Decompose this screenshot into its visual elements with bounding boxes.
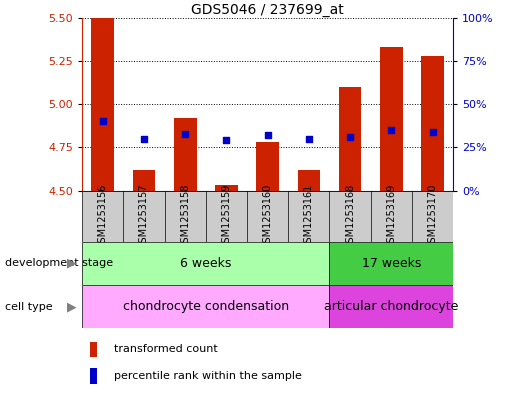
Text: chondrocyte condensation: chondrocyte condensation bbox=[123, 300, 289, 313]
Text: articular chondrocyte: articular chondrocyte bbox=[324, 300, 458, 313]
Bar bbox=[82, 285, 330, 328]
Text: 6 weeks: 6 weeks bbox=[180, 257, 232, 270]
Bar bbox=[297, 170, 320, 191]
Bar bbox=[421, 56, 444, 191]
Bar bbox=[215, 185, 238, 191]
Text: ▶: ▶ bbox=[67, 257, 77, 270]
Bar bbox=[82, 242, 330, 285]
Text: transformed count: transformed count bbox=[113, 344, 217, 354]
Text: GSM1253169: GSM1253169 bbox=[386, 184, 396, 249]
Text: GSM1253156: GSM1253156 bbox=[98, 184, 108, 249]
Text: GSM1253159: GSM1253159 bbox=[222, 184, 232, 249]
Point bbox=[181, 130, 189, 137]
Text: cell type: cell type bbox=[5, 301, 53, 312]
Bar bbox=[380, 47, 403, 191]
Text: GSM1253161: GSM1253161 bbox=[304, 184, 314, 249]
Bar bbox=[90, 342, 98, 357]
Bar bbox=[90, 368, 98, 384]
Point bbox=[387, 127, 395, 133]
Text: GSM1253160: GSM1253160 bbox=[263, 184, 272, 249]
Text: percentile rank within the sample: percentile rank within the sample bbox=[113, 371, 302, 381]
Bar bbox=[339, 87, 361, 191]
Point bbox=[428, 129, 437, 135]
Text: GSM1253157: GSM1253157 bbox=[139, 184, 149, 249]
Point bbox=[99, 118, 107, 125]
Text: GSM1253168: GSM1253168 bbox=[345, 184, 355, 249]
Text: 17 weeks: 17 weeks bbox=[361, 257, 421, 270]
Text: ▶: ▶ bbox=[67, 300, 77, 313]
Bar bbox=[330, 242, 453, 285]
Point bbox=[222, 137, 231, 143]
Bar bbox=[92, 18, 114, 191]
Text: development stage: development stage bbox=[5, 258, 113, 268]
Point bbox=[346, 134, 355, 140]
Bar bbox=[257, 142, 279, 191]
Point bbox=[263, 132, 272, 138]
Title: GDS5046 / 237699_at: GDS5046 / 237699_at bbox=[191, 3, 344, 17]
Point bbox=[140, 136, 148, 142]
Text: GSM1253170: GSM1253170 bbox=[428, 184, 438, 249]
Bar bbox=[132, 170, 155, 191]
Bar bbox=[174, 118, 197, 191]
Text: GSM1253158: GSM1253158 bbox=[180, 184, 190, 249]
Bar bbox=[330, 285, 453, 328]
Point bbox=[305, 136, 313, 142]
